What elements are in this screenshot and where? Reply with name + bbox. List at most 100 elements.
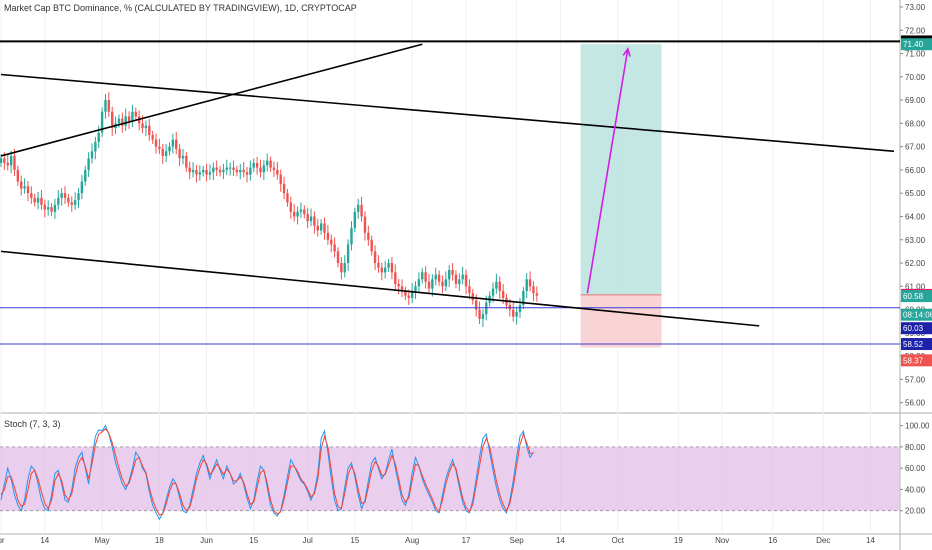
candle-body [343, 263, 346, 273]
price-tag-label: 71.40 [903, 40, 924, 49]
stoch-tick-label: 40.00 [905, 485, 926, 494]
y-tick-label: 63.00 [905, 236, 926, 245]
candle-body [377, 263, 380, 268]
y-tick-label: 65.00 [905, 189, 926, 198]
candle-body [512, 309, 515, 317]
x-tick-label: Nov [715, 536, 729, 545]
candle-body [299, 209, 303, 212]
candle-body [164, 151, 168, 156]
price-tag-label: 60.58 [903, 292, 924, 301]
candle-body [410, 290, 414, 298]
candle-body [532, 286, 535, 294]
x-tick-label: Aug [405, 536, 419, 545]
candle-body [478, 309, 481, 319]
candle-body [46, 207, 50, 210]
candle-body [491, 288, 495, 296]
x-tick-label: 14 [556, 536, 565, 545]
candle-body [421, 272, 424, 280]
candle-body [262, 165, 266, 173]
candle-body [326, 232, 330, 240]
y-tick-label: 67.00 [905, 143, 926, 152]
y-tick-label: 57.00 [905, 375, 926, 384]
y-tick-label: 61.00 [905, 282, 926, 291]
drawings [0, 40, 900, 345]
candle-body [266, 160, 269, 166]
price-tag: 58.52 [901, 338, 932, 351]
price-tag-bg [901, 338, 932, 351]
candle-body [97, 132, 100, 142]
candle-body [367, 232, 370, 240]
candle-body [67, 197, 70, 203]
candle-body [360, 204, 363, 217]
candle-body [94, 141, 97, 152]
candle-body [181, 155, 185, 159]
candle-body [279, 174, 282, 184]
candle-body [458, 279, 461, 284]
candle-body [454, 274, 458, 284]
candle-body [525, 279, 528, 291]
candle-body [228, 167, 232, 169]
candle-body [202, 169, 205, 173]
candle-body [100, 111, 104, 133]
y-tick-label: 68.00 [905, 119, 926, 128]
trendline [0, 73, 895, 153]
candle-body [16, 169, 20, 182]
x-tick-label: 17 [462, 536, 471, 545]
candle-body [77, 193, 80, 201]
candle-body [242, 169, 245, 173]
projection-arrow [586, 48, 629, 294]
price-tag: 60.03 [901, 322, 932, 335]
candle-body [363, 216, 367, 233]
candle-body [178, 148, 181, 159]
candle-body [292, 211, 296, 217]
price-tag-bg [901, 308, 932, 321]
candle-body [471, 293, 474, 301]
x-tick-label: May [95, 536, 110, 545]
candle-body [33, 197, 36, 203]
price-tag-label: 08:14:06 [903, 311, 932, 320]
candle-body [340, 263, 343, 273]
price-tag-bg [901, 354, 932, 367]
candle-body [195, 169, 198, 175]
candle-body [3, 158, 6, 163]
stoch-d-line [0, 428, 534, 516]
candle-body [313, 216, 316, 226]
candle-body [131, 111, 134, 122]
candle-body [80, 181, 84, 194]
candle-body [6, 162, 9, 166]
candle-body [319, 223, 323, 231]
candle-body [73, 200, 77, 205]
candle-body [20, 181, 23, 189]
candle-body [148, 125, 151, 136]
candle-body [0, 158, 3, 163]
candle-body [535, 293, 539, 296]
candle-body [522, 290, 525, 305]
candle-body [232, 167, 235, 170]
candle-body [336, 251, 340, 264]
candle-body [255, 162, 259, 168]
candle-body [23, 186, 26, 189]
candle-body [353, 211, 357, 229]
candle-body [350, 228, 353, 245]
candle-body [218, 169, 222, 173]
price-tag: 08:14:06 [901, 308, 932, 321]
candle-body [444, 279, 448, 287]
x-tick-label: Oct [611, 536, 624, 545]
candle-body [333, 244, 336, 252]
candle-body [276, 169, 279, 175]
candle-body [424, 272, 427, 282]
candle-body [485, 302, 488, 315]
candle-body [259, 167, 262, 173]
candle-body [90, 151, 94, 159]
candle-body [13, 155, 16, 170]
y-tick-label: 73.00 [905, 3, 926, 12]
candle-body [498, 281, 501, 291]
stoch-band [0, 446, 900, 511]
candle-body [461, 274, 464, 280]
candle-body [309, 216, 313, 222]
candle-body [383, 267, 387, 273]
candle-body [225, 167, 228, 170]
x-tick-label: Jun [200, 536, 213, 545]
candle-body [134, 111, 137, 117]
candle-body [208, 172, 212, 175]
